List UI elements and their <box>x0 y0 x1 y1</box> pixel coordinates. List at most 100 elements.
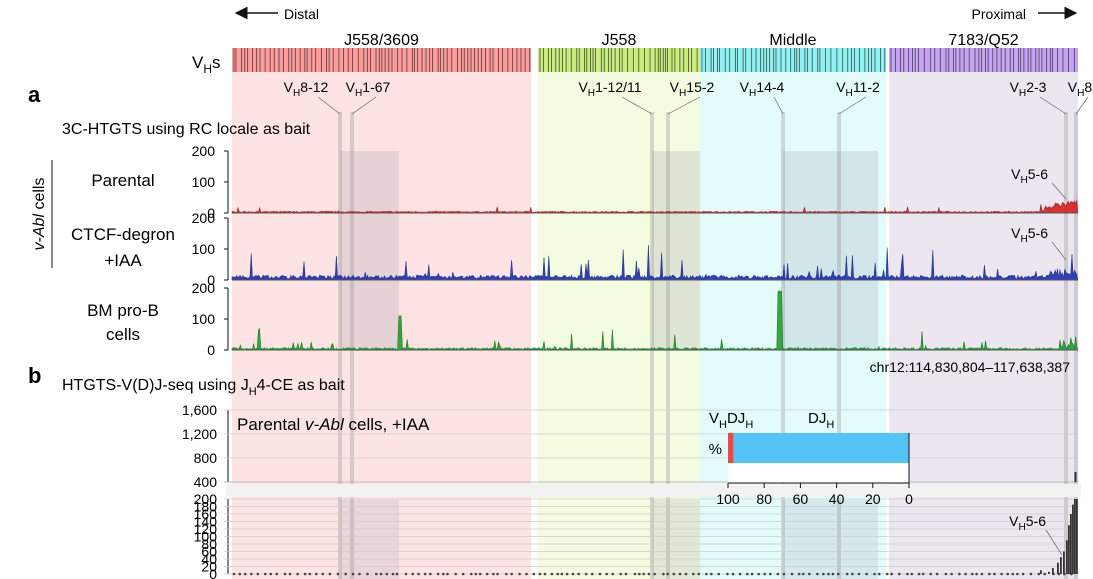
panel-b-point <box>336 572 340 576</box>
panel-b-lower-tick-label: 100 <box>194 529 218 545</box>
panel-b-point <box>510 572 513 576</box>
vh-gene-track <box>232 48 1078 72</box>
panel-b-point <box>738 572 742 576</box>
track-y-tick-label: 200 <box>192 280 216 296</box>
panel-a-title: 3C-HTGTS using RC locale as bait <box>62 121 311 138</box>
panel-b-point <box>692 572 695 576</box>
panel-b-point <box>598 572 602 576</box>
panel-b-point <box>935 572 939 576</box>
panel-b-point <box>845 572 849 576</box>
region-name-0: J558/3609 <box>344 32 419 49</box>
track-labels: Parental CTCF-degron +IAA BM pro-B cells <box>71 171 175 344</box>
panel-b-point <box>653 572 656 576</box>
track-y-tick-label: 100 <box>192 241 216 257</box>
panel-b-bar <box>1072 504 1074 574</box>
panel-b-point <box>321 572 325 576</box>
gene-labels: VH8-12 VH1-67 VH1-12/11 VH15-2 VH14-4 VH11-2 V… <box>284 79 1093 115</box>
panel-b-bar <box>1063 551 1065 574</box>
highlight-boxes <box>340 151 878 579</box>
panel-b-point <box>1016 572 1019 576</box>
panel-b-bar <box>1057 562 1059 574</box>
panel-b-point <box>417 572 420 576</box>
panel-b-point <box>577 572 580 576</box>
panel-b-point <box>461 572 465 576</box>
highlight-box-a-0 <box>340 151 399 351</box>
track-label-0-0: Parental <box>91 171 154 190</box>
panel-b-point <box>538 572 542 576</box>
panel-b-point <box>802 572 805 576</box>
panel-b-annotation-leader <box>1045 529 1063 556</box>
track-label-1-0: CTCF-degron <box>71 225 175 244</box>
gene-line-5 <box>837 112 841 579</box>
panel-b-point <box>478 572 482 576</box>
panel-b-point <box>351 572 355 576</box>
panel-b-point <box>782 572 786 576</box>
panel-b-lower-tick-label: 120 <box>194 521 218 537</box>
vh-region-0 <box>232 48 531 72</box>
panel-b-point <box>763 572 766 576</box>
panel-b-point <box>890 572 893 576</box>
panel-b-point <box>647 572 651 576</box>
panel-b-point <box>638 572 641 576</box>
panel-b-point <box>518 572 521 576</box>
track-label-2-1: cells <box>106 325 140 344</box>
panel-b-point <box>906 572 909 576</box>
panel-b-bar <box>1060 557 1062 574</box>
coverage-tracks: 0 100 200 VH5-6 0 100 200 VH5-6 0 100 200 <box>192 143 1079 358</box>
gene-label-7: VH8 <box>1068 79 1093 99</box>
panel-b-point <box>288 572 292 576</box>
panel-b-point <box>275 572 279 576</box>
panel-b-point <box>988 572 991 576</box>
panel-b-point <box>837 572 840 576</box>
inset-x-tick-label: 60 <box>793 491 809 507</box>
gene-line-3 <box>666 112 670 579</box>
panel-b-point <box>429 572 432 576</box>
panel-b-point <box>746 572 749 576</box>
panel-b-bar <box>1068 525 1070 574</box>
panel-b-point <box>769 572 772 576</box>
panel-b-point <box>776 572 780 576</box>
panel-b-point <box>964 572 967 576</box>
track-annotation: VH5-6 <box>1011 166 1048 186</box>
panel-b-point <box>391 572 395 576</box>
panel-b-annotation: VH5-6 <box>1009 513 1046 533</box>
panel-b-point <box>827 572 830 576</box>
panel-b-point <box>315 572 318 576</box>
vh-region-2 <box>700 48 886 72</box>
panel-b-lower-tick-label: 0 <box>209 566 217 579</box>
panel-b-point <box>705 572 708 576</box>
panel-b-point <box>611 572 615 576</box>
panel-b-point <box>944 572 948 576</box>
panel-b-point <box>256 572 260 576</box>
panel-b-bar-tall <box>1074 472 1077 482</box>
track-signal <box>231 244 1079 281</box>
panel-b-point <box>308 572 312 576</box>
panel-b-point <box>731 572 735 576</box>
gene-leader-3 <box>667 96 701 115</box>
panel-b-point <box>303 572 307 576</box>
gene-leader-6 <box>1039 96 1067 115</box>
panel-b-point <box>885 572 889 576</box>
inset-x-label: % <box>709 441 722 458</box>
panel-b-point <box>423 572 427 576</box>
panel-b-point <box>624 572 628 576</box>
panel-b-point <box>269 572 273 576</box>
gene-line-2 <box>650 112 654 579</box>
panel-b-point <box>328 572 332 576</box>
vh-region-1 <box>538 48 700 72</box>
panel-b-point <box>910 572 914 576</box>
panel-b-bar <box>1074 499 1076 574</box>
panel-b-lower-tick-label: 200 <box>194 491 218 507</box>
panel-b-point <box>296 572 299 576</box>
track-y-tick-label: 100 <box>192 174 216 190</box>
panel-b-point <box>865 572 868 576</box>
track-y-tick-label: 0 <box>207 272 215 288</box>
v-abl-label: v-Abl cells <box>31 178 48 251</box>
panel-b-point <box>971 572 974 576</box>
panel-b-point <box>898 572 901 576</box>
track-y-tick-label: 200 <box>192 210 216 226</box>
panel-b-bar <box>1048 571 1050 574</box>
panel-b-bar <box>1070 514 1072 574</box>
panel-b-point <box>232 572 236 576</box>
panel-b-point <box>857 572 861 576</box>
